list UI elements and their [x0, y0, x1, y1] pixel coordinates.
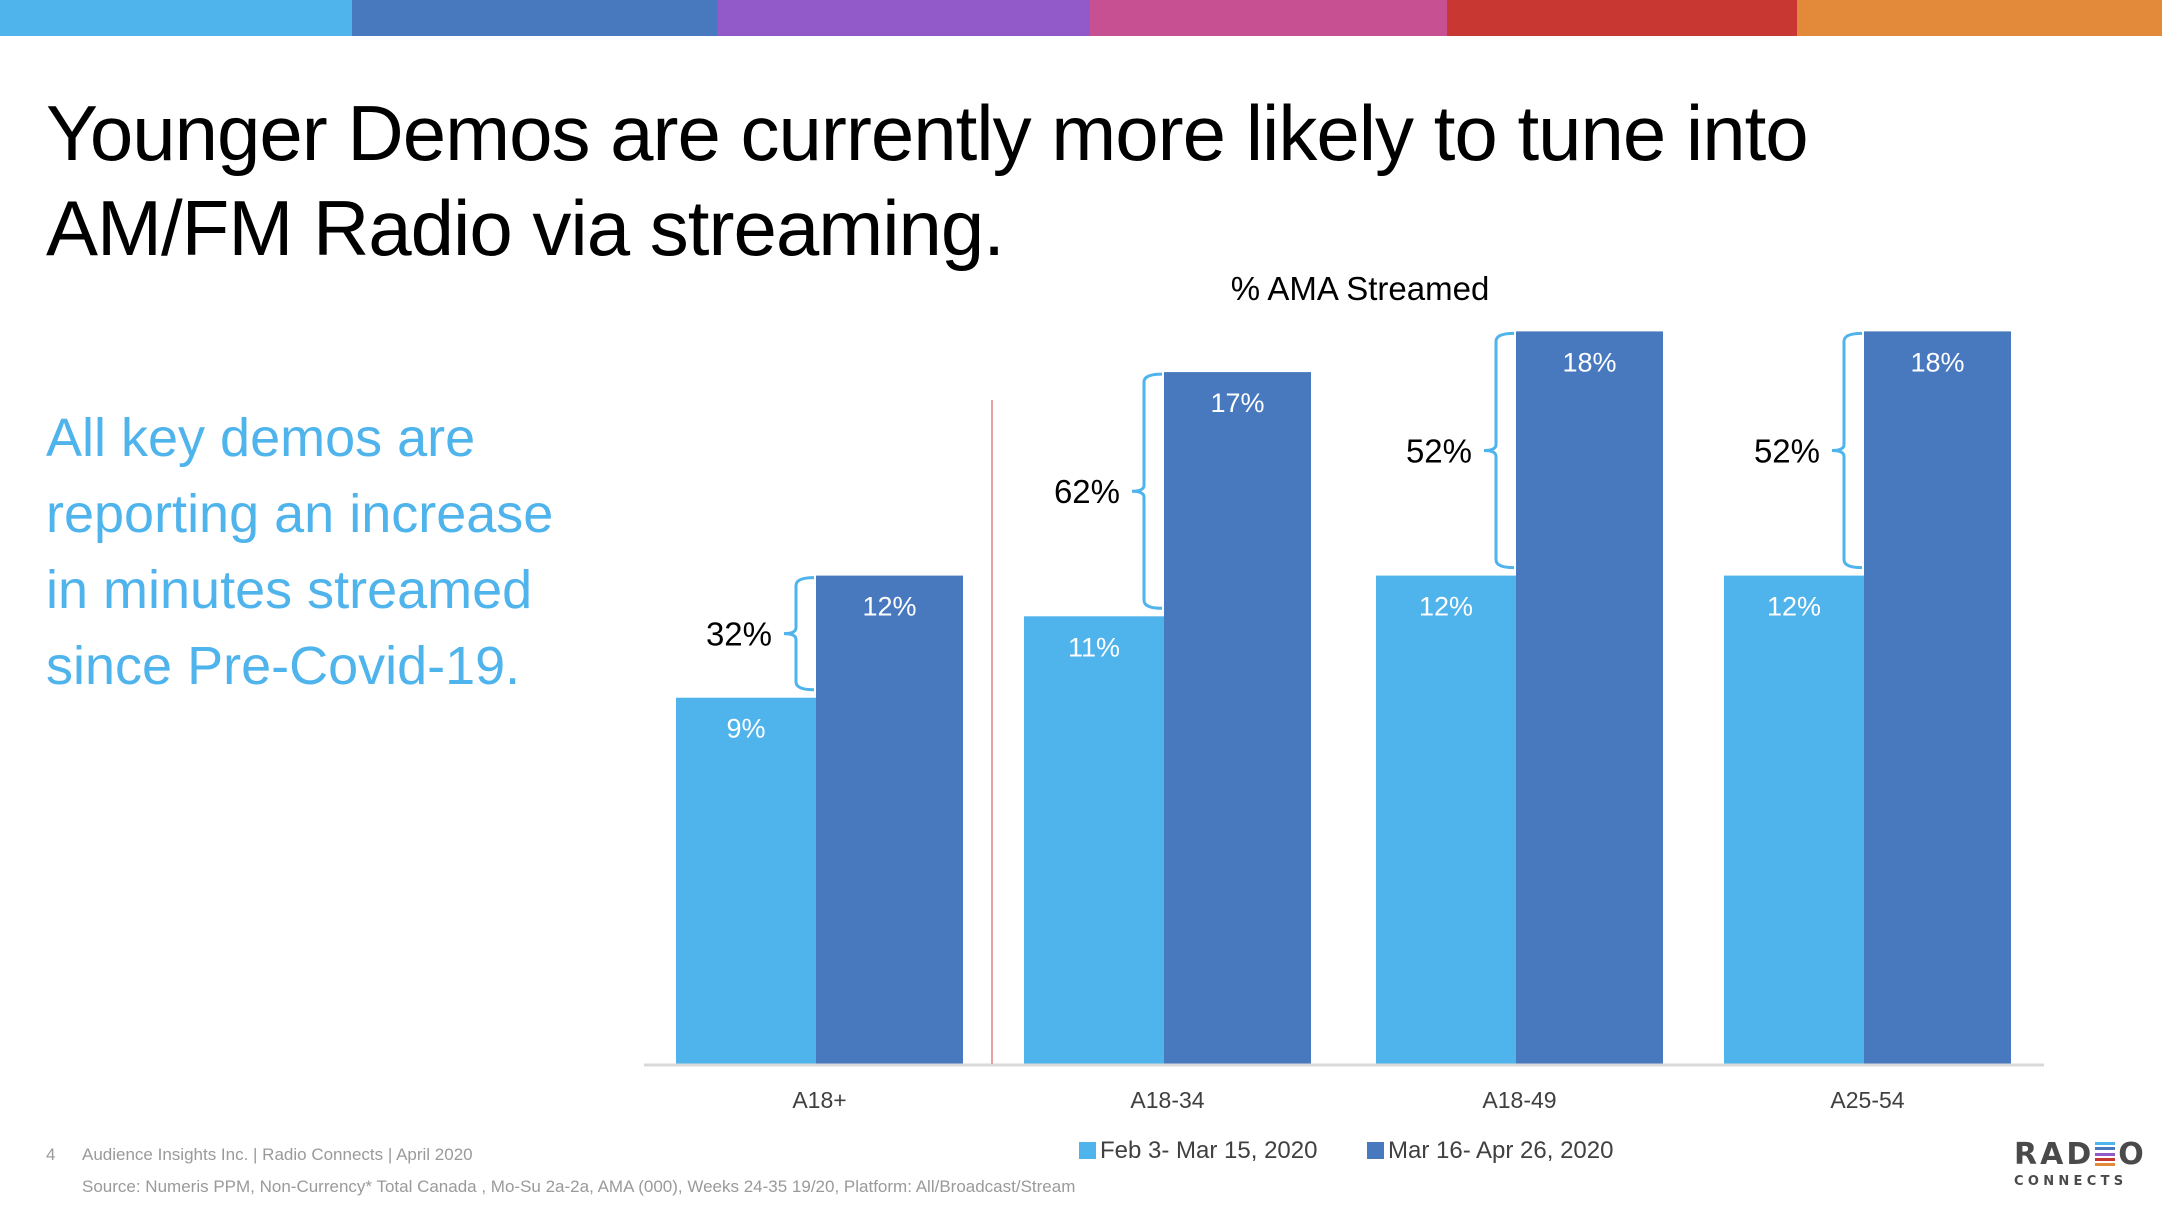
radio-connects-logo: RAD O CONNECTS: [2014, 1136, 2144, 1194]
top-bar-segment: [0, 0, 352, 36]
top-bar-segment: [1090, 0, 1447, 36]
x-tick-label: A25-54: [1830, 1087, 1904, 1113]
footer-credit-line: 4 Audience Insights Inc. | Radio Connects…: [46, 1145, 473, 1165]
x-tick-label: A18-34: [1130, 1087, 1204, 1113]
bar-a18--series-2: [816, 575, 963, 1064]
data-label: 12%: [862, 592, 916, 622]
x-tick-label: A18-49: [1482, 1087, 1556, 1113]
data-label: 9%: [726, 714, 765, 744]
bar-a25-54-series-2: [1864, 331, 2011, 1064]
legend: Feb 3- Mar 15, 2020 Mar 16- Apr 26, 2020: [1079, 1137, 1613, 1164]
data-label: 11%: [1068, 632, 1120, 662]
x-tick-label: A18+: [792, 1087, 846, 1113]
labels-layer: 9% 12% 11% 17% 12% 18% 12% 18%: [726, 347, 1964, 743]
increase-annotation: 52%: [1754, 433, 1820, 470]
increase-bracket: [1831, 331, 1863, 570]
bars-layer: [676, 331, 2011, 1065]
bar-a18--series-1: [676, 697, 816, 1064]
logo-stripe: [2095, 1163, 2116, 1166]
increase-bracket: [1483, 331, 1515, 570]
top-bar-segment: [1797, 0, 2162, 36]
data-label: 18%: [1562, 347, 1616, 377]
data-label: 12%: [1419, 592, 1473, 622]
footer-credit: Audience Insights Inc. | Radio Connects …: [82, 1145, 473, 1164]
bar-a18-34-series-2: [1164, 372, 1311, 1065]
bar-a18-49-series-1: [1376, 575, 1516, 1064]
logo-subtitle: CONNECTS: [2014, 1174, 2128, 1189]
logo-stripes-icon: [2095, 1142, 2116, 1166]
legend-label-series-1: Feb 3- Mar 15, 2020: [1100, 1137, 1317, 1164]
data-label: 12%: [1767, 592, 1821, 622]
bar-a18-49-series-2: [1516, 331, 1663, 1064]
top-bar-segment: [717, 0, 1090, 36]
brackets-layer: 32% 62% 52% 52%: [706, 331, 1863, 692]
logo-stripe: [2095, 1152, 2116, 1156]
logo-word-right: O: [2118, 1136, 2147, 1172]
increase-bracket: [783, 576, 815, 692]
increase-bracket: [1131, 372, 1163, 610]
legend-label-series-2: Mar 16- Apr 26, 2020: [1388, 1137, 1613, 1164]
logo-word-left: RAD: [2014, 1136, 2095, 1172]
legend-swatch-series-1: [1079, 1142, 1096, 1159]
top-bar-segment: [352, 0, 717, 36]
increase-annotation: 32%: [706, 616, 772, 653]
side-callout-text: All key demos are reporting an increase …: [46, 408, 554, 696]
top-color-bar: [0, 0, 2162, 36]
footer-source: Source: Numeris PPM, Non-Currency* Total…: [82, 1177, 1076, 1196]
data-label: 17%: [1210, 388, 1264, 418]
chart-title: % AMA Streamed: [1231, 270, 1490, 307]
logo-stripe: [2095, 1142, 2116, 1145]
increase-annotation: 52%: [1406, 433, 1472, 470]
logo-stripe: [2095, 1147, 2116, 1151]
legend-swatch-series-2: [1367, 1142, 1384, 1159]
slide-title: Younger Demos are currently more likely …: [46, 89, 1809, 272]
page-number: 4: [46, 1145, 56, 1164]
bar-a25-54-series-1: [1724, 575, 1864, 1064]
increase-annotation: 62%: [1054, 473, 1120, 510]
bar-a18-34-series-1: [1024, 616, 1164, 1064]
top-bar-segment: [1447, 0, 1797, 36]
data-label: 18%: [1910, 347, 1964, 377]
x-tick-labels: A18+ A18-34 A18-49 A25-54: [792, 1087, 1904, 1113]
logo-stripe: [2095, 1157, 2116, 1161]
